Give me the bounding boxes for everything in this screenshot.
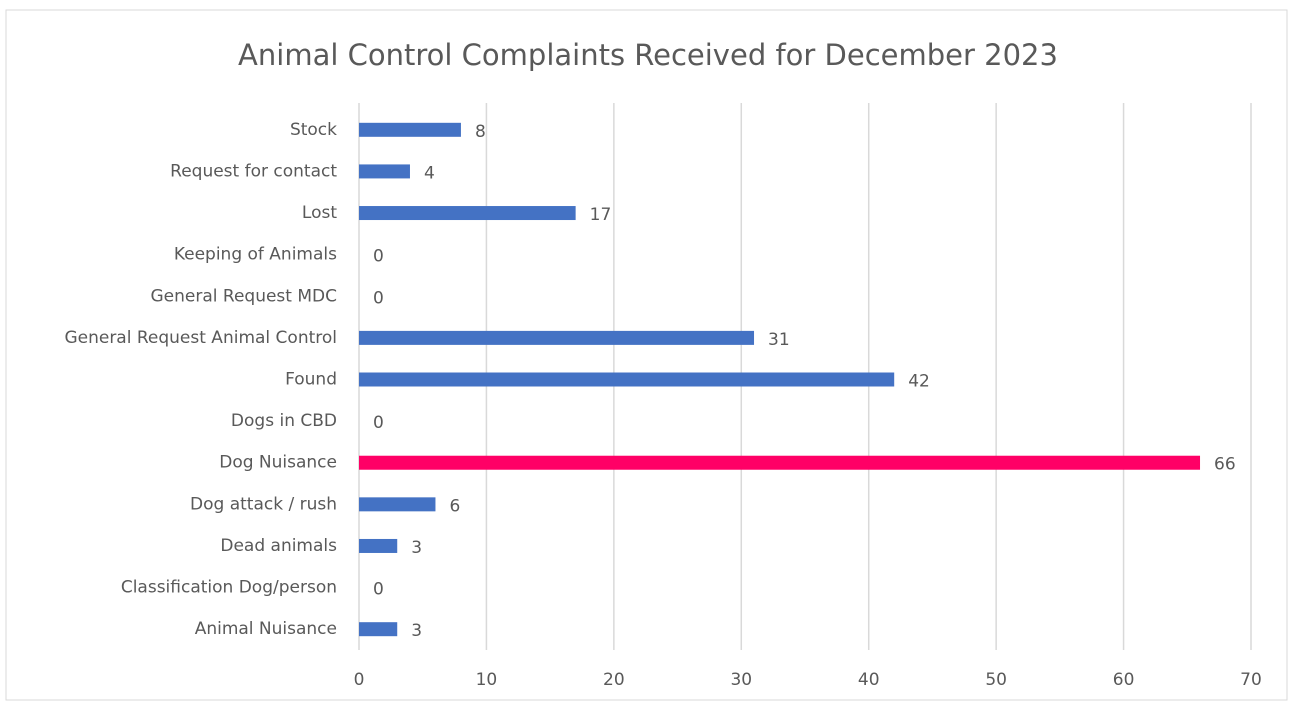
chart-title: Animal Control Complaints Received for D… [238, 38, 1058, 72]
y-tick-label: General Request MDC [151, 286, 338, 306]
bar [359, 538, 398, 553]
data-label: 0 [373, 580, 384, 600]
data-label: 8 [475, 122, 486, 142]
y-tick-label: Lost [302, 203, 337, 223]
x-tick-label: 60 [1113, 670, 1135, 690]
x-tick-label: 40 [858, 670, 880, 690]
y-tick-label: Dog Nuisance [219, 453, 337, 473]
bar [359, 372, 895, 387]
y-tick-label: Found [285, 370, 337, 390]
y-tick-label: Dog attack / rush [190, 494, 337, 514]
data-label: 17 [590, 205, 612, 225]
x-tick-label: 30 [730, 670, 752, 690]
y-tick-label: Stock [290, 120, 337, 140]
x-tick-label: 50 [985, 670, 1007, 690]
data-label: 0 [373, 413, 384, 433]
data-label: 3 [411, 621, 422, 641]
y-tick-label: Request for contact [170, 161, 337, 181]
data-label: 0 [373, 247, 384, 267]
y-tick-label: Dead animals [220, 536, 337, 556]
bar [359, 455, 1201, 470]
bar [359, 206, 576, 221]
y-tick-label: Classification Dog/person [121, 578, 337, 598]
y-tick-label: General Request Animal Control [64, 328, 337, 348]
y-tick-label: Animal Nuisance [195, 619, 337, 639]
x-tick-label: 10 [476, 670, 498, 690]
y-tick-label: Keeping of Animals [174, 245, 337, 265]
bar [359, 122, 461, 137]
chart-frame [5, 9, 1288, 701]
data-label: 66 [1214, 455, 1236, 475]
data-label: 42 [908, 372, 930, 392]
data-label: 3 [411, 538, 422, 558]
bar [359, 497, 436, 512]
y-tick-label: Dogs in CBD [231, 411, 337, 431]
x-tick-label: 0 [354, 670, 365, 690]
bar [359, 164, 410, 179]
x-tick-label: 20 [603, 670, 625, 690]
data-label: 4 [424, 163, 435, 183]
data-label: 0 [373, 288, 384, 308]
data-label: 31 [768, 330, 790, 350]
data-label: 6 [449, 496, 460, 516]
x-tick-label: 70 [1240, 670, 1262, 690]
bar [359, 622, 398, 637]
bar [359, 330, 755, 345]
